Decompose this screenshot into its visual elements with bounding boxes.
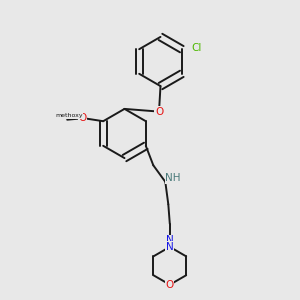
Text: methoxy: methoxy <box>56 113 83 118</box>
Text: O: O <box>78 113 86 123</box>
Text: N: N <box>166 235 174 245</box>
Text: O: O <box>166 280 174 290</box>
Text: N: N <box>166 242 174 252</box>
Text: O: O <box>155 106 163 117</box>
Text: NH: NH <box>165 173 181 183</box>
Text: Cl: Cl <box>192 43 202 53</box>
